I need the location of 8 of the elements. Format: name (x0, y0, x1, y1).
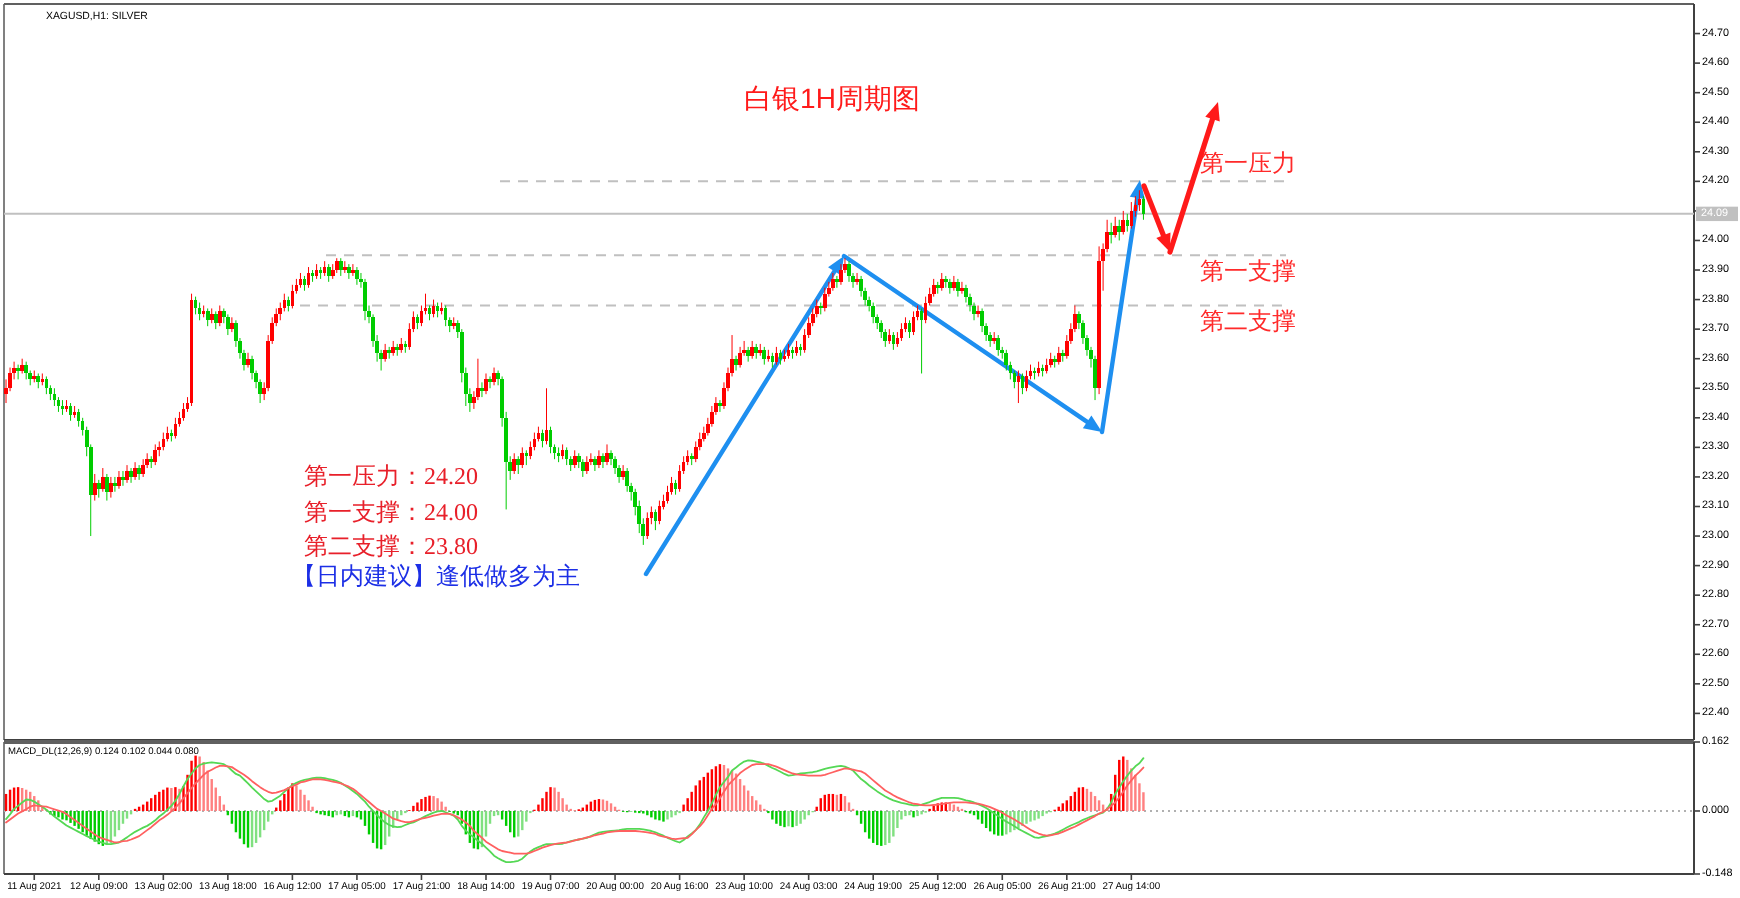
annotation: 【日内建议】逢低做多为主 (292, 562, 580, 590)
ref-line-label: 第一压力 (1200, 149, 1296, 178)
title: 白银1H周期图 (744, 82, 920, 114)
ref-line-label: 第二支撑 (1200, 307, 1296, 336)
annotation: 第二支撑：23.80 (304, 532, 478, 560)
ref-line-label: 第一支撑 (1200, 257, 1296, 286)
annotation: 第一压力：24.20 (304, 462, 478, 490)
annotation: 第一支撑：24.00 (304, 498, 478, 526)
